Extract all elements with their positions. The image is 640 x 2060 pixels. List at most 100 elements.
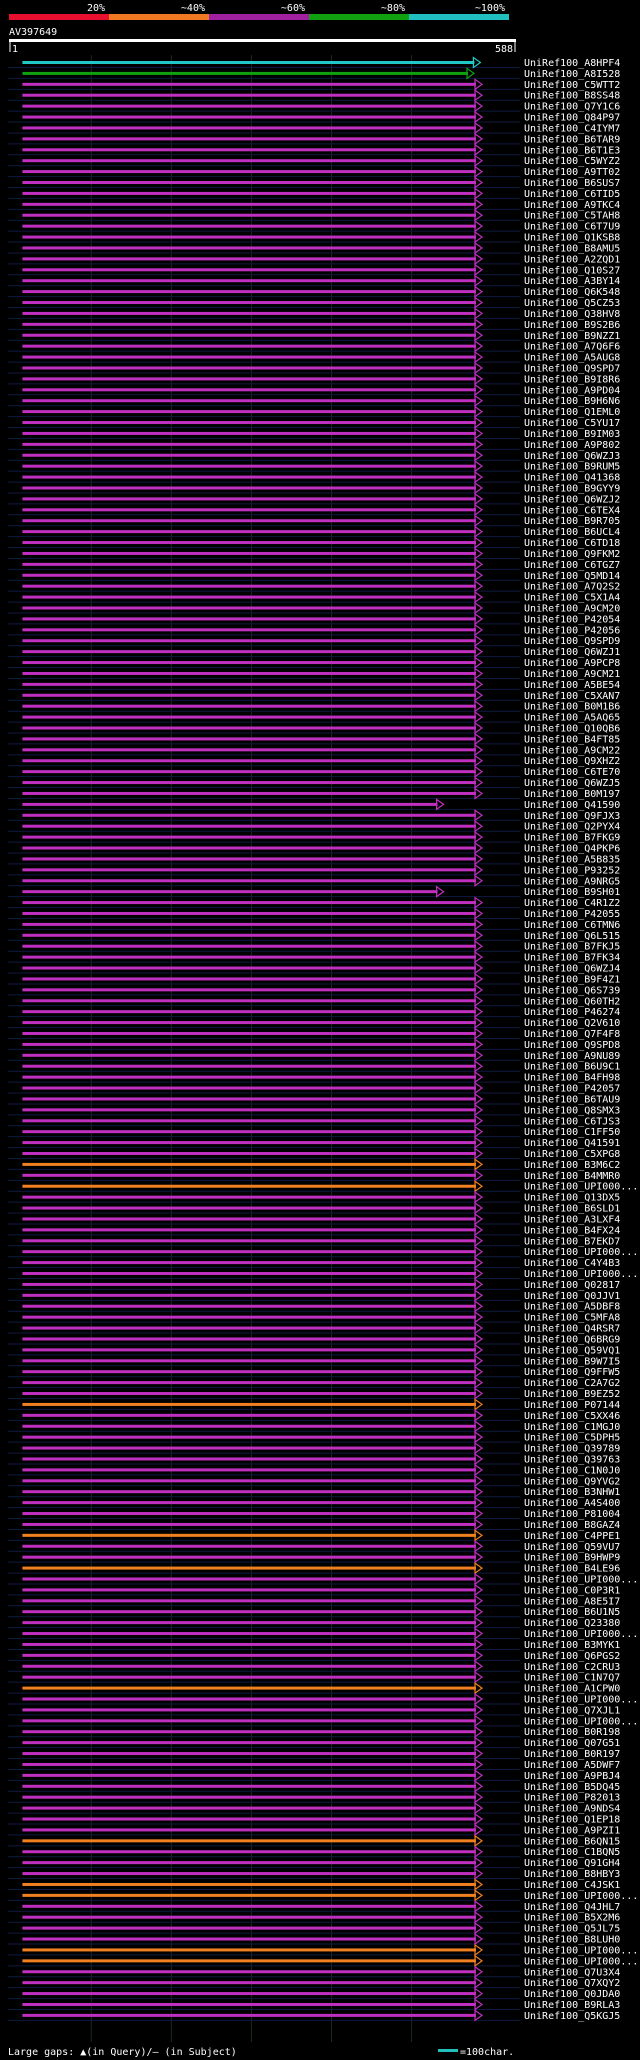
hit-row[interactable]: UniRef100_A9PZI1: [8, 1823, 620, 1837]
hit-label[interactable]: UniRef100_Q9XHZ2: [524, 756, 620, 767]
hit-row[interactable]: UniRef100_UPI000...: [8, 1943, 638, 1957]
hit-bar[interactable]: [22, 257, 476, 261]
hit-row[interactable]: UniRef100_Q91GH4: [8, 1856, 620, 1870]
hit-row[interactable]: UniRef100_A9NU89: [8, 1049, 620, 1062]
hit-label[interactable]: UniRef100_C4JSK1: [524, 1880, 620, 1891]
hit-bar[interactable]: [22, 1861, 476, 1865]
hit-row[interactable]: UniRef100_Q5JL75: [8, 1921, 620, 1935]
hit-label[interactable]: UniRef100_B8SS48: [524, 91, 620, 102]
hit-label[interactable]: UniRef100_Q7XJL1: [524, 1705, 620, 1716]
hit-label[interactable]: UniRef100_Q9FJX3: [524, 811, 620, 822]
hit-bar[interactable]: [22, 1948, 476, 1952]
hit-bar[interactable]: [22, 1108, 476, 1112]
hit-label[interactable]: UniRef100_Q9FFW5: [524, 1367, 620, 1378]
hit-bar[interactable]: [22, 1544, 476, 1548]
hit-row[interactable]: UniRef100_B8GAZ4: [8, 1518, 620, 1531]
hit-label[interactable]: UniRef100_P93252: [524, 865, 620, 876]
hit-row[interactable]: UniRef100_A9PCP8: [8, 656, 620, 670]
hit-row[interactable]: UniRef100_B9NZZ1: [8, 329, 620, 342]
hit-bar[interactable]: [22, 1272, 476, 1276]
hit-row[interactable]: UniRef100_A9P802: [8, 438, 620, 451]
hit-row[interactable]: UniRef100_B9IM03: [8, 427, 620, 440]
hit-bar[interactable]: [22, 1981, 476, 1985]
hit-label[interactable]: UniRef100_Q39763: [524, 1454, 620, 1465]
hit-bar[interactable]: [22, 1413, 476, 1417]
hit-bar[interactable]: [22, 2002, 476, 2006]
hit-row[interactable]: UniRef100_A3BY14: [8, 274, 620, 288]
hit-label[interactable]: UniRef100_B9R705: [524, 516, 620, 527]
hit-label[interactable]: UniRef100_C5XX46: [524, 1411, 620, 1422]
hit-bar[interactable]: [22, 1086, 476, 1090]
hit-row[interactable]: UniRef100_C6TGZ7: [8, 558, 620, 571]
hit-row[interactable]: UniRef100_C6TEX4: [8, 503, 620, 517]
hit-bar[interactable]: [22, 137, 476, 141]
hit-label[interactable]: UniRef100_C2A7G2: [524, 1378, 620, 1389]
hit-label[interactable]: UniRef100_B0M1B6: [524, 702, 620, 713]
hit-bar[interactable]: [22, 1359, 476, 1363]
hit-bar[interactable]: [22, 170, 476, 174]
hit-row[interactable]: UniRef100_C5XX46: [8, 1409, 620, 1422]
hit-label[interactable]: UniRef100_B9H6N6: [524, 396, 620, 407]
hit-bar[interactable]: [22, 1097, 476, 1101]
hit-label[interactable]: UniRef100_A9CM21: [524, 669, 620, 680]
hit-label[interactable]: UniRef100_A8I528: [524, 69, 620, 80]
hit-bar[interactable]: [22, 519, 476, 523]
hit-label[interactable]: UniRef100_A9CM22: [524, 745, 620, 756]
hit-bar[interactable]: [22, 1228, 476, 1232]
hit-bar[interactable]: [22, 1926, 476, 1930]
hit-label[interactable]: UniRef100_B7FKG9: [524, 833, 620, 844]
hit-label[interactable]: UniRef100_UPI000...: [524, 1269, 638, 1280]
hit-label[interactable]: UniRef100_A4S400: [524, 1498, 620, 1509]
hit-row[interactable]: UniRef100_Q7F4F8: [8, 1027, 620, 1040]
hit-label[interactable]: UniRef100_C1FF50: [524, 1127, 620, 1138]
hit-row[interactable]: UniRef100_UPI000...: [8, 1180, 638, 1193]
hit-row[interactable]: UniRef100_B0R198: [8, 1725, 620, 1739]
hit-label[interactable]: UniRef100_B6SUS7: [524, 178, 620, 189]
hit-row[interactable]: UniRef100_B9SH01: [8, 885, 620, 899]
hit-row[interactable]: UniRef100_Q59VU7: [8, 1540, 620, 1553]
hit-bar[interactable]: [22, 1741, 476, 1745]
hit-label[interactable]: UniRef100_B9W7I5: [524, 1356, 620, 1367]
hit-row[interactable]: UniRef100_Q02817: [8, 1278, 620, 1291]
hit-label[interactable]: UniRef100_B6UCL4: [524, 527, 620, 538]
hit-label[interactable]: UniRef100_A9PBJ4: [524, 1771, 620, 1782]
hit-row[interactable]: UniRef100_A9TKC4: [8, 198, 620, 211]
hit-label[interactable]: UniRef100_Q9SPD9: [524, 636, 620, 647]
hit-row[interactable]: UniRef100_C5XPG8: [8, 1147, 620, 1161]
hit-bar[interactable]: [22, 1992, 476, 1996]
hit-label[interactable]: UniRef100_C6T7U9: [524, 222, 620, 233]
hit-row[interactable]: UniRef100_Q4JHL7: [8, 1900, 620, 1913]
hit-label[interactable]: UniRef100_A8HPF4: [524, 58, 620, 69]
hit-bar[interactable]: [22, 562, 476, 566]
hit-label[interactable]: UniRef100_B4LE96: [524, 1564, 620, 1575]
hit-bar[interactable]: [22, 890, 438, 894]
hit-row[interactable]: UniRef100_C5XAN7: [8, 689, 620, 702]
hit-label[interactable]: UniRef100_C4IYM7: [524, 123, 620, 134]
hit-bar[interactable]: [22, 639, 476, 643]
hit-bar[interactable]: [22, 1152, 476, 1155]
hit-row[interactable]: UniRef100_C5MFA8: [8, 1310, 620, 1324]
hit-bar[interactable]: [22, 704, 476, 708]
hit-label[interactable]: UniRef100_UPI000...: [524, 1182, 638, 1193]
hit-row[interactable]: UniRef100_P81004: [8, 1507, 620, 1521]
hit-label[interactable]: UniRef100_A9CM20: [524, 604, 620, 615]
hit-label[interactable]: UniRef100_A9P802: [524, 440, 620, 451]
hit-row[interactable]: UniRef100_Q6WZJ5: [8, 776, 620, 790]
hit-label[interactable]: UniRef100_Q6BRG9: [524, 1334, 620, 1345]
hit-label[interactable]: UniRef100_Q59VU7: [524, 1542, 620, 1553]
hit-label[interactable]: UniRef100_P82013: [524, 1793, 620, 1804]
hit-label[interactable]: UniRef100_Q6L515: [524, 931, 620, 942]
hit-bar[interactable]: [22, 1839, 476, 1843]
hit-label[interactable]: UniRef100_Q10QB6: [524, 724, 620, 735]
hit-label[interactable]: UniRef100_P42054: [524, 614, 620, 625]
hit-bar[interactable]: [22, 650, 476, 654]
hit-bar[interactable]: [22, 715, 476, 719]
hit-row[interactable]: UniRef100_B7FK34: [8, 950, 620, 964]
hit-bar[interactable]: [22, 1708, 476, 1712]
hit-label[interactable]: UniRef100_C6TD18: [524, 538, 620, 549]
hit-bar[interactable]: [22, 813, 476, 817]
hit-label[interactable]: UniRef100_B4FT85: [524, 734, 620, 745]
hit-bar[interactable]: [22, 224, 476, 228]
hit-row[interactable]: UniRef100_A9TT02: [8, 165, 620, 179]
hit-row[interactable]: UniRef100_A9PD04: [8, 383, 620, 397]
